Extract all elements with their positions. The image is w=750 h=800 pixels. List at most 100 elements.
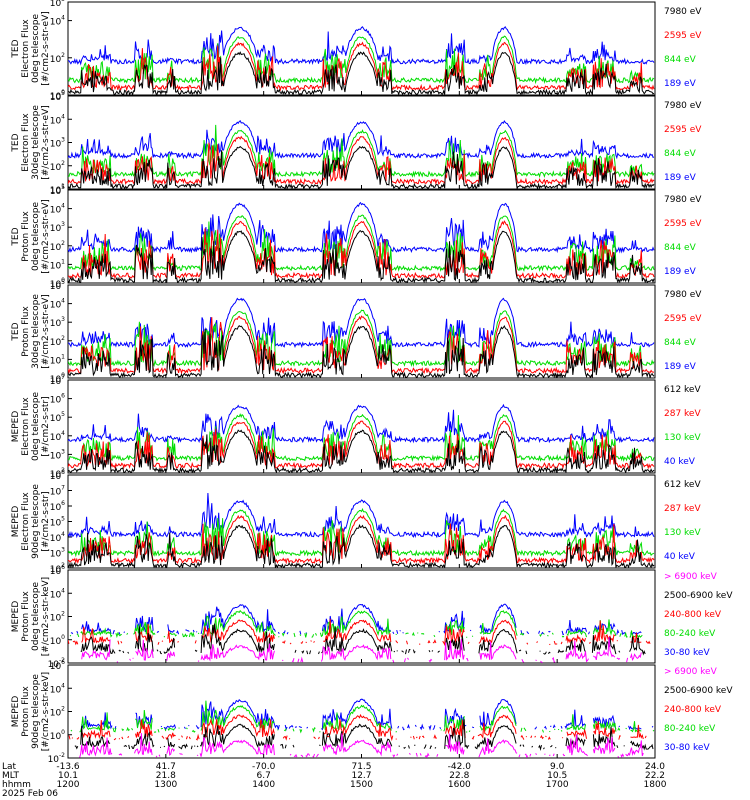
series-trace	[68, 26, 655, 66]
y-tick-label: 105	[50, 516, 65, 529]
series-trace	[68, 214, 655, 273]
y-tick-label: 100	[50, 634, 65, 647]
traces	[68, 119, 655, 189]
footer-value: 1500	[350, 780, 373, 790]
series-trace	[68, 315, 654, 375]
legend-entry: 189 eV	[664, 267, 697, 277]
y-tick-label: 100	[50, 277, 65, 290]
y-tick-label: 106	[50, 500, 65, 513]
footer-value: -13.6	[56, 762, 80, 772]
footer-value: 9.0	[550, 762, 565, 772]
y-tick-label: 106	[50, 659, 65, 672]
legend-entry: 7980 eV	[664, 7, 702, 17]
y-tick-label: 104	[50, 298, 65, 311]
footer-value: 12.7	[351, 771, 371, 781]
y-tick-label: 108	[50, 469, 65, 482]
series-trace	[68, 297, 655, 349]
series-trace	[68, 403, 655, 444]
y-tick-label: 104	[50, 430, 65, 443]
legend-entry: 287 keV	[664, 409, 701, 419]
plot-frame	[67, 664, 656, 759]
series-trace	[68, 220, 655, 280]
y-axis-label: TEDProton Flux30deg telescope[#/cm2-s-st…	[11, 294, 51, 369]
series-trace	[68, 514, 655, 565]
y-axis-label: MEPEDElectron Flux0deg telescope[#/cm2-s…	[11, 392, 51, 462]
legend-entry: 844 eV	[664, 338, 697, 348]
traces	[68, 201, 655, 283]
footer-value: 21.8	[156, 771, 176, 781]
footer-value: 24.0	[645, 762, 665, 772]
legend-entry: 844 eV	[664, 149, 697, 159]
legend-entry: 7980 eV	[664, 101, 702, 111]
y-tick-label: 102	[50, 335, 65, 348]
series-trace	[68, 135, 655, 186]
legend-entry: > 6900 keV	[664, 572, 718, 582]
legend-entry: 240-800 keV	[664, 610, 722, 620]
y-tick-label: 102	[50, 52, 65, 65]
footer-value: 1800	[644, 780, 667, 790]
y-tick-label: 102	[50, 160, 65, 173]
footer-value: 6.7	[257, 771, 271, 781]
date-label: 2025 Feb 06	[2, 789, 58, 799]
series-trace	[68, 51, 655, 95]
legend-entry: 189 eV	[664, 362, 697, 372]
y-tick-label: 102	[50, 240, 65, 253]
y-tick-label: 105	[50, 184, 65, 197]
y-tick-label: 104	[50, 15, 65, 28]
legend-entry: 30-80 keV	[664, 743, 710, 753]
traces	[68, 26, 655, 95]
footer-row-name: hhmm	[2, 780, 31, 790]
series-trace	[80, 733, 654, 757]
footer-value: -42.0	[448, 762, 472, 772]
legend-entry: > 6900 keV	[664, 667, 718, 677]
y-tick-label: 104	[50, 203, 65, 216]
y-axis-label: TEDProton Flux0deg telescope[#/cm2-s-str…	[11, 199, 51, 274]
series-trace	[68, 124, 655, 179]
series-trace	[68, 309, 655, 368]
y-tick-label: 104	[50, 113, 65, 126]
series-trace	[74, 719, 654, 752]
legend-entry: 80-240 keV	[664, 724, 716, 734]
y-tick-label: 106	[50, 564, 65, 577]
series-trace	[68, 119, 655, 160]
series-trace	[68, 507, 655, 558]
series-trace	[68, 201, 655, 254]
y-tick-label: 105	[50, 279, 65, 292]
series-trace	[68, 413, 655, 463]
legend-entry: 2500-6900 keV	[664, 686, 733, 696]
panel-1: 100 102 104 105 TEDElectron Flux0deg telesco…	[11, 0, 702, 102]
legend-entry: 7980 eV	[664, 195, 702, 205]
legend-entry: 2595 eV	[664, 31, 702, 41]
legend-entry: 2595 eV	[664, 219, 702, 229]
y-tick-label: 102	[50, 467, 65, 480]
traces	[68, 492, 655, 568]
legend-entry: 80-240 keV	[664, 629, 716, 639]
y-tick-label: 104	[50, 682, 65, 695]
y-tick-label: 103	[50, 547, 65, 560]
traces	[68, 604, 654, 662]
y-tick-label: 101	[50, 353, 65, 366]
y-tick-label: 105	[50, 411, 65, 424]
legend-entry: 612 keV	[664, 480, 701, 490]
footer-value: 1200	[57, 780, 80, 790]
legend-entry: 287 keV	[664, 504, 701, 514]
footer-value: 71.5	[351, 762, 371, 772]
legend-entry: 844 eV	[664, 55, 697, 65]
y-tick-label: 104	[50, 531, 65, 544]
legend-entry: 130 keV	[664, 528, 701, 538]
y-tick-label: 105	[50, 0, 65, 9]
y-tick-label: 103	[50, 221, 65, 234]
y-axis-label: TEDElectron Flux0deg telescope[#/cm2-s-s…	[11, 11, 51, 86]
legend-entry: 189 eV	[664, 173, 697, 183]
series-trace	[70, 700, 655, 734]
y-tick-label: 102	[50, 611, 65, 624]
panel-2: 101 102 103 104 105 TEDElectron Flux30deg tel…	[11, 90, 702, 196]
legend-entry: 844 eV	[664, 243, 697, 253]
series-trace	[68, 230, 655, 283]
y-tick-label: 100	[50, 729, 65, 742]
panel-5: 102 103 104 105 106 107 MEPEDElectron Flux0deg…	[11, 374, 701, 480]
footer-row-name: Lat	[2, 762, 17, 772]
